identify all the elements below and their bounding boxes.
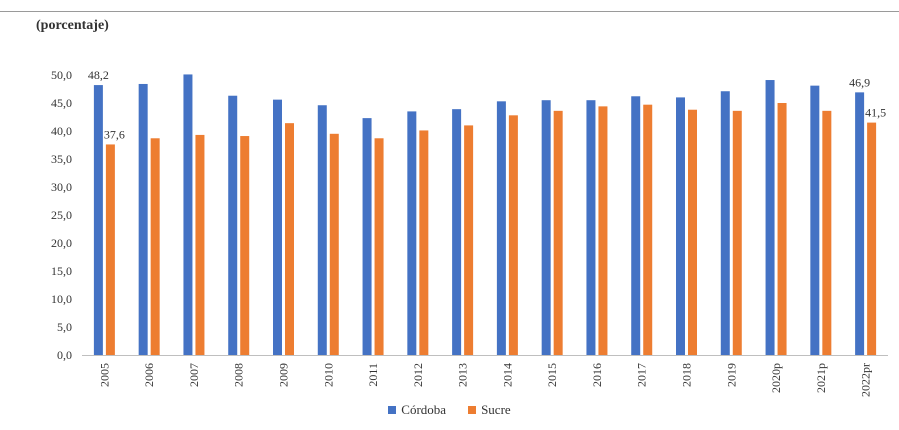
bar-sucre — [285, 123, 294, 355]
bar-cordoba — [362, 118, 372, 356]
bar-sucre — [508, 115, 518, 355]
bar-cordoba — [317, 105, 327, 356]
bar-cordoba — [810, 85, 820, 355]
data-label: 37,6 — [104, 127, 125, 141]
bar-sucre — [374, 138, 384, 355]
x-tick-label: 2015 — [545, 363, 559, 387]
bar-cordoba — [720, 91, 730, 356]
x-tick-label: 2019 — [724, 363, 738, 387]
x-tick-label: 2018 — [680, 363, 694, 387]
bar-sucre — [643, 104, 653, 356]
x-tick-label: 2008 — [232, 363, 246, 387]
x-tick-label: 2017 — [635, 363, 649, 387]
data-label: 41,5 — [865, 106, 886, 120]
x-tick-label: 2010 — [321, 363, 335, 387]
x-tick-label: 2022pr — [859, 363, 873, 397]
legend-label-sucre: Sucre — [481, 402, 511, 417]
bar-sucre — [867, 122, 877, 355]
bar-sucre — [598, 106, 608, 355]
y-tick-label: 5,0 — [57, 320, 72, 334]
bar-cordoba — [93, 85, 103, 355]
x-tick-label: 2020p — [769, 363, 783, 393]
bar-cordoba — [855, 92, 865, 356]
bar-sucre — [419, 130, 429, 355]
chart-unit-label: (porcentaje) — [36, 18, 109, 33]
x-tick-label: 2005 — [97, 363, 111, 387]
y-tick-label: 20,0 — [51, 236, 72, 250]
bar-sucre — [822, 110, 832, 355]
bar-cordoba — [765, 80, 775, 355]
bar-cordoba — [631, 96, 641, 355]
bar-cordoba — [676, 97, 685, 356]
bar-sucre — [329, 133, 339, 355]
bar-cordoba — [138, 83, 148, 356]
y-tick-label: 15,0 — [51, 264, 72, 278]
y-tick-label: 10,0 — [51, 292, 72, 306]
bar-cordoba — [586, 100, 596, 355]
bar-sucre — [688, 109, 697, 355]
y-tick-label: 25,0 — [51, 208, 72, 222]
x-tick-label: 2007 — [187, 363, 201, 387]
y-tick-label: 35,0 — [51, 152, 72, 166]
legend-item-sucre: Sucre — [468, 402, 511, 418]
bar-sucre — [240, 136, 250, 355]
bar-sucre — [777, 103, 787, 355]
x-tick-label: 2012 — [411, 363, 425, 387]
bar-cordoba — [273, 99, 282, 355]
legend-label-cordoba: Córdoba — [401, 402, 447, 417]
bar-sucre — [105, 144, 115, 355]
x-tick-label: 2009 — [277, 363, 291, 387]
bar-sucre — [464, 125, 474, 356]
legend-item-cordoba: Córdoba — [388, 402, 446, 418]
bar-chart: 0,0 5,0 10,0 15,0 20,0 25,0 30,0 35,0 40,0 45,0 50… — [51, 68, 888, 397]
y-tick-label: 0,0 — [57, 348, 72, 362]
y-tick-label: 50,0 — [51, 68, 72, 82]
bar-sucre — [732, 110, 742, 355]
y-tick-label: 45,0 — [51, 96, 72, 110]
bar-cordoba — [183, 74, 193, 355]
top-rule — [0, 11, 899, 12]
x-tick-label: 2011 — [366, 363, 380, 387]
bar-cordoba — [407, 111, 417, 356]
x-tick-label: 2013 — [456, 363, 470, 387]
data-label: 48,2 — [88, 68, 109, 82]
bar-cordoba — [452, 109, 462, 355]
x-tick-label: 2006 — [142, 363, 156, 387]
bar-cordoba — [496, 101, 506, 355]
bar-cordoba — [228, 95, 238, 355]
x-tick-label: 2021p — [814, 363, 828, 393]
legend-swatch-sucre — [468, 406, 477, 414]
y-tick-label: 40,0 — [51, 124, 72, 138]
bar-cordoba — [541, 100, 551, 355]
legend-swatch-cordoba — [388, 406, 397, 414]
bar-sucre — [553, 110, 563, 355]
bar-sucre — [150, 138, 160, 355]
y-tick-label: 30,0 — [51, 180, 72, 194]
data-label: 46,9 — [849, 75, 870, 89]
x-tick-label: 2016 — [590, 363, 604, 387]
bar-sucre — [195, 134, 205, 355]
x-tick-label: 2014 — [500, 363, 514, 387]
chart-legend: Córdoba Sucre — [0, 402, 899, 418]
